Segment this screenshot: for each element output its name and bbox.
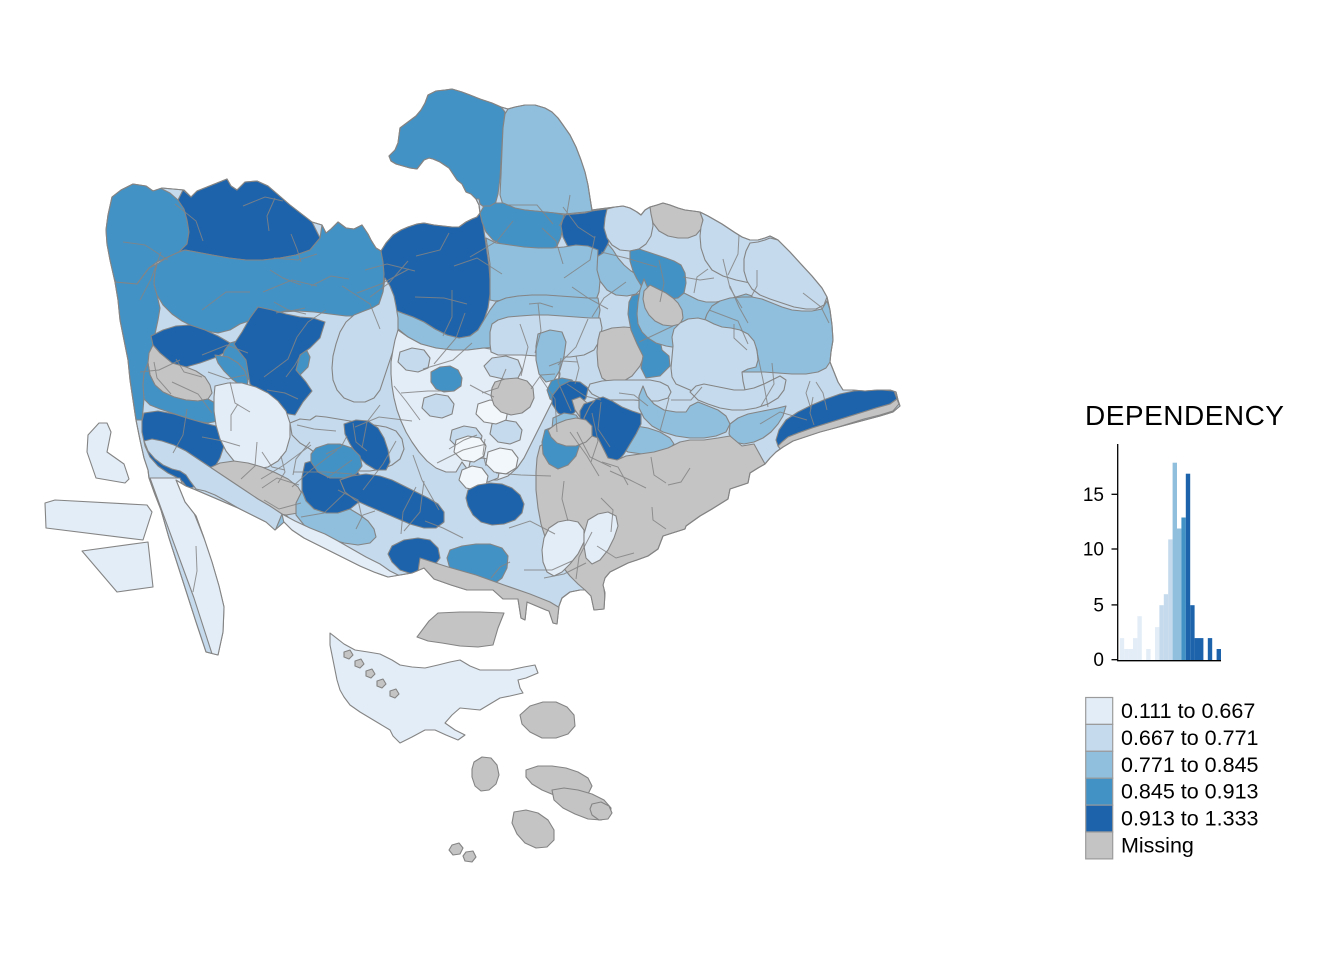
svg-text:Missing: Missing xyxy=(1121,834,1194,858)
svg-text:0.771 to 0.845: 0.771 to 0.845 xyxy=(1121,753,1259,777)
svg-text:0.845 to 0.913: 0.845 to 0.913 xyxy=(1121,780,1259,804)
svg-text:0.913 to 1.333: 0.913 to 1.333 xyxy=(1121,807,1259,831)
svg-text:0.111 to 0.667: 0.111 to 0.667 xyxy=(1121,699,1255,723)
svg-text:5: 5 xyxy=(1093,595,1104,616)
svg-text:10: 10 xyxy=(1083,540,1104,561)
svg-text:0: 0 xyxy=(1093,650,1104,671)
svg-text:DEPENDENCY: DEPENDENCY xyxy=(1085,400,1284,431)
svg-text:15: 15 xyxy=(1083,485,1104,506)
svg-text:0.667 to 0.771: 0.667 to 0.771 xyxy=(1121,726,1258,750)
